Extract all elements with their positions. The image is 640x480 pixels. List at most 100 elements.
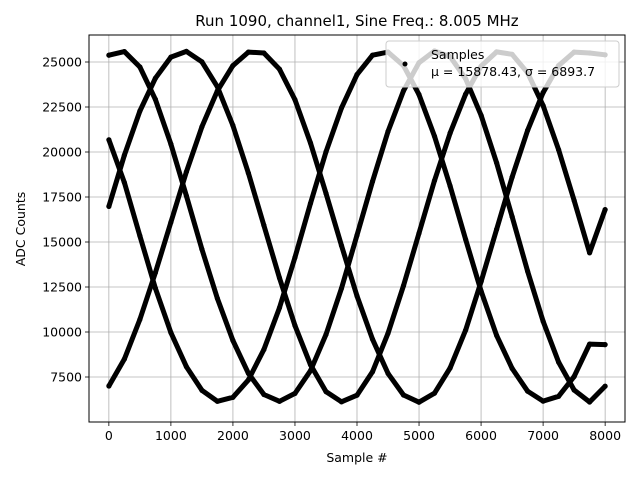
sample-point (416, 92, 422, 98)
sample-point (431, 133, 438, 139)
sample-point (276, 305, 283, 311)
sample-point (276, 66, 283, 72)
sample-point (540, 90, 546, 96)
sample-point (199, 124, 205, 130)
sample-point (245, 49, 251, 55)
sample-point (261, 391, 267, 398)
sample-point (307, 140, 314, 146)
legend-marker (402, 61, 408, 67)
sample-point (369, 178, 376, 185)
sample-point (494, 226, 500, 232)
sample-point (369, 52, 376, 58)
sample-point (354, 232, 360, 238)
sample-point (587, 250, 593, 256)
sample-point (323, 331, 329, 338)
y-tick-label: 25000 (42, 55, 82, 70)
sample-point (137, 316, 143, 322)
sample-point (230, 122, 236, 129)
sample-point (525, 127, 531, 133)
sample-point (385, 330, 391, 336)
sample-point (168, 54, 174, 60)
legend-label: Samples (431, 47, 484, 62)
grid (89, 35, 625, 422)
sample-point (307, 362, 314, 368)
sample-point (121, 152, 127, 158)
sample-point (137, 64, 143, 70)
sample-point (540, 398, 546, 404)
x-tick-label: 1000 (155, 428, 187, 443)
sample-point (292, 390, 298, 396)
y-tick-label: 12500 (42, 280, 82, 295)
x-tick-label: 3000 (279, 428, 311, 443)
sample-point (121, 180, 127, 186)
sample-point (199, 246, 205, 252)
sample-point (230, 337, 236, 344)
y-tick-label: 15000 (42, 235, 82, 250)
sample-point (245, 170, 251, 176)
sample-point (152, 285, 158, 291)
sample-point (509, 365, 515, 371)
sample-point (525, 268, 531, 274)
sample-point (276, 275, 283, 281)
x-axis: 0 1000 2000 3000 4000 5000 6000 7000 8000 (105, 422, 621, 443)
sample-point (400, 392, 407, 398)
x-tick-label: 8000 (589, 428, 621, 443)
sample-point (307, 200, 314, 206)
sample-point (245, 377, 251, 383)
sample-point (106, 137, 112, 143)
y-tick-label: 22500 (42, 100, 82, 115)
sample-point (416, 399, 422, 405)
x-tick-label: 5000 (403, 428, 435, 443)
sample-point (199, 59, 205, 65)
sample-point (338, 105, 345, 111)
y-tick-label: 17500 (42, 190, 82, 205)
x-tick-label: 6000 (465, 428, 497, 443)
sample-point (447, 365, 453, 371)
sample-point (556, 147, 562, 153)
sample-point (494, 332, 500, 338)
sample-point (152, 75, 158, 81)
sample-point (509, 214, 515, 220)
sample-point (463, 236, 469, 242)
sample-point (525, 388, 531, 394)
sample-point (106, 52, 112, 58)
x-axis-label: Sample # (326, 450, 387, 465)
sample-point (385, 370, 391, 376)
sample-point (447, 183, 453, 189)
sample-point (183, 193, 189, 199)
sample-point (431, 390, 438, 396)
sample-point (354, 72, 360, 78)
sample-point (447, 130, 453, 136)
sample-point (183, 169, 189, 175)
sample-point (587, 341, 593, 347)
sample-point (323, 190, 329, 196)
sample-point (199, 387, 205, 393)
sample-point (152, 96, 158, 102)
sample-point (338, 243, 345, 249)
sample-point (556, 393, 562, 399)
sample-point (292, 323, 298, 329)
sample-point (400, 283, 407, 289)
sample-point (323, 389, 329, 395)
sample-point (168, 330, 174, 336)
sample-point (121, 49, 127, 55)
sample-point (369, 336, 376, 342)
x-tick-label: 4000 (341, 428, 373, 443)
chart-title: Run 1090, channel1, Sine Freq.: 8.005 MH… (195, 12, 519, 30)
y-tick-label: 20000 (42, 145, 82, 160)
sample-point (137, 108, 143, 114)
sample-point (587, 399, 593, 405)
sample-point (463, 91, 469, 97)
sample-point (431, 178, 438, 184)
sample-point (323, 149, 329, 155)
sample-point (540, 318, 546, 324)
y-axis: 7500 10000 12500 15000 17500 20000 22500 25000 (42, 55, 89, 385)
sample-point (292, 97, 298, 103)
sample-point (478, 112, 484, 118)
x-tick-label: 2000 (217, 428, 249, 443)
legend-box (385, 40, 620, 88)
sample-point (571, 387, 577, 393)
sample-point (556, 359, 562, 365)
sample-point (602, 342, 608, 348)
sample-point (540, 103, 546, 109)
